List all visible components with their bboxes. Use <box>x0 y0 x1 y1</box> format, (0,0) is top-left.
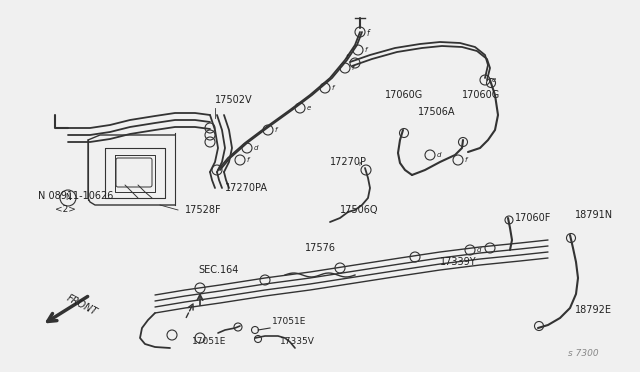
Text: 17506Q: 17506Q <box>340 205 378 215</box>
Text: 17502V: 17502V <box>215 95 253 105</box>
Text: 17576: 17576 <box>305 243 336 253</box>
Text: f: f <box>465 157 467 163</box>
Text: f: f <box>366 29 369 38</box>
Text: f: f <box>365 47 367 53</box>
Text: s 7300: s 7300 <box>568 349 598 358</box>
Text: f: f <box>275 127 278 133</box>
Text: 17270PA: 17270PA <box>225 183 268 193</box>
Text: 17335V: 17335V <box>280 337 315 346</box>
Text: <2>: <2> <box>55 205 76 215</box>
Text: FRONT: FRONT <box>65 293 99 317</box>
Text: SEC.164: SEC.164 <box>198 265 238 275</box>
Text: d: d <box>437 152 442 158</box>
Text: 17051E: 17051E <box>192 337 227 346</box>
Text: 17339Y: 17339Y <box>440 257 477 267</box>
Text: N 08911-10626: N 08911-10626 <box>38 191 113 201</box>
Text: F: F <box>358 163 362 167</box>
Text: f: f <box>346 54 348 60</box>
Text: d: d <box>254 145 259 151</box>
Text: 17060G: 17060G <box>462 90 500 100</box>
Text: d: d <box>477 247 481 253</box>
Text: e: e <box>307 105 311 111</box>
Text: 17506A: 17506A <box>418 107 456 117</box>
Text: 17060G: 17060G <box>385 90 423 100</box>
Text: 18791N: 18791N <box>575 210 613 220</box>
Text: f: f <box>332 85 335 91</box>
Text: N: N <box>65 193 71 202</box>
Text: 17051E: 17051E <box>272 317 307 327</box>
Text: 17060F: 17060F <box>515 213 552 223</box>
Text: 17270P: 17270P <box>330 157 367 167</box>
Text: 18792E: 18792E <box>575 305 612 315</box>
Text: 17528F: 17528F <box>185 205 221 215</box>
Text: f: f <box>247 157 250 163</box>
Text: f: f <box>352 65 355 71</box>
Text: e: e <box>492 77 496 83</box>
